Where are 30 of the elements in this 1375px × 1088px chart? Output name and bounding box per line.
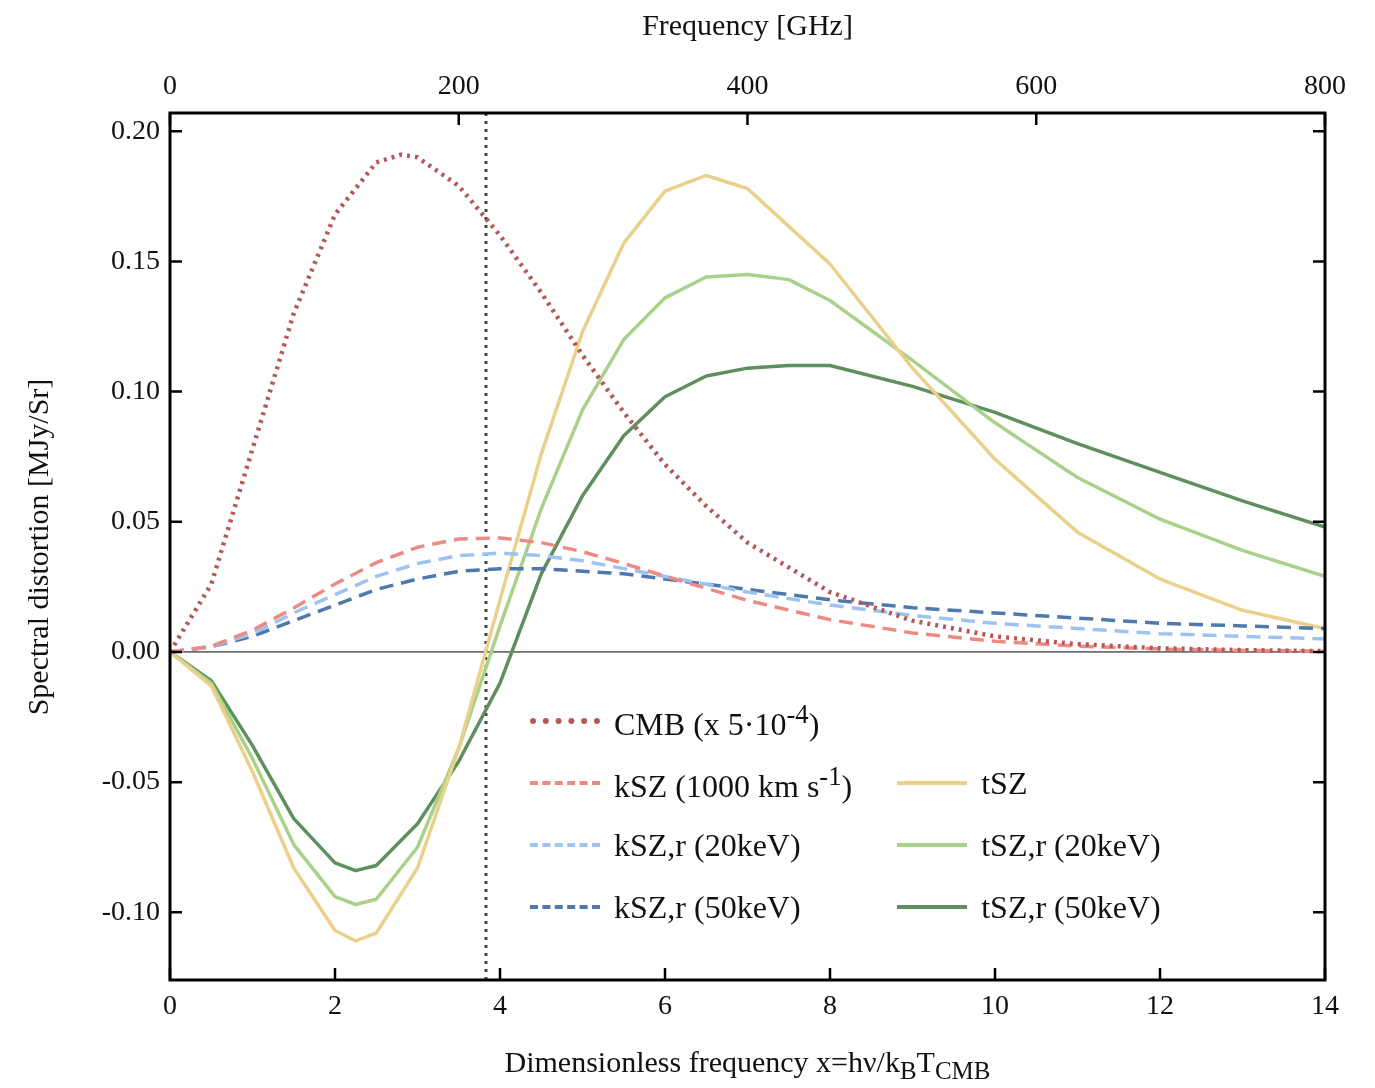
legend-label: tSZ,r (50keV) xyxy=(981,888,1161,926)
legend-label: kSZ (1000 km s$^{-1}$) xyxy=(614,761,853,805)
y-tick-label: 0.05 xyxy=(111,504,160,536)
x-axis-title: Dimensionless frequency x=hν/k$_{B}$T$_{CMB}$ xyxy=(504,1045,991,1085)
y-axis-title: Spectral distortion [MJy/Sr] xyxy=(21,378,55,715)
x2-tick-label: 0 xyxy=(163,68,177,100)
x2-tick-label: 600 xyxy=(1015,68,1058,100)
y-tick-label: 0.10 xyxy=(111,373,160,405)
x-tick-label: 4 xyxy=(493,989,507,1021)
x-tick-label: 2 xyxy=(328,989,342,1021)
x2-tick-label: 400 xyxy=(726,68,769,100)
legend-label: CMB (x 5·10$^{-4}$) xyxy=(614,699,820,743)
x2-tick-label: 200 xyxy=(437,68,480,100)
x-tick-label: 8 xyxy=(823,989,837,1021)
x2-tick-label: 800 xyxy=(1304,68,1346,100)
x-tick-label: 10 xyxy=(981,989,1009,1021)
y-tick-label: -0.10 xyxy=(101,894,160,926)
x-tick-label: 6 xyxy=(658,989,672,1021)
legend-label: tSZ xyxy=(981,764,1028,802)
x2-axis-title: Frequency [GHz] xyxy=(642,8,853,42)
y-tick-label: 0.20 xyxy=(111,113,160,145)
legend-label: kSZ,r (50keV) xyxy=(614,888,801,926)
x-tick-label: 0 xyxy=(163,989,177,1021)
y-tick-label: 0.15 xyxy=(111,243,160,275)
x-tick-label: 12 xyxy=(1146,989,1174,1021)
y-tick-label: 0.00 xyxy=(111,634,160,666)
legend-label: kSZ,r (20keV) xyxy=(614,826,801,864)
x-tick-label: 14 xyxy=(1311,989,1339,1021)
legend-label: tSZ,r (20keV) xyxy=(981,826,1161,864)
y-tick-label: -0.05 xyxy=(101,764,160,796)
